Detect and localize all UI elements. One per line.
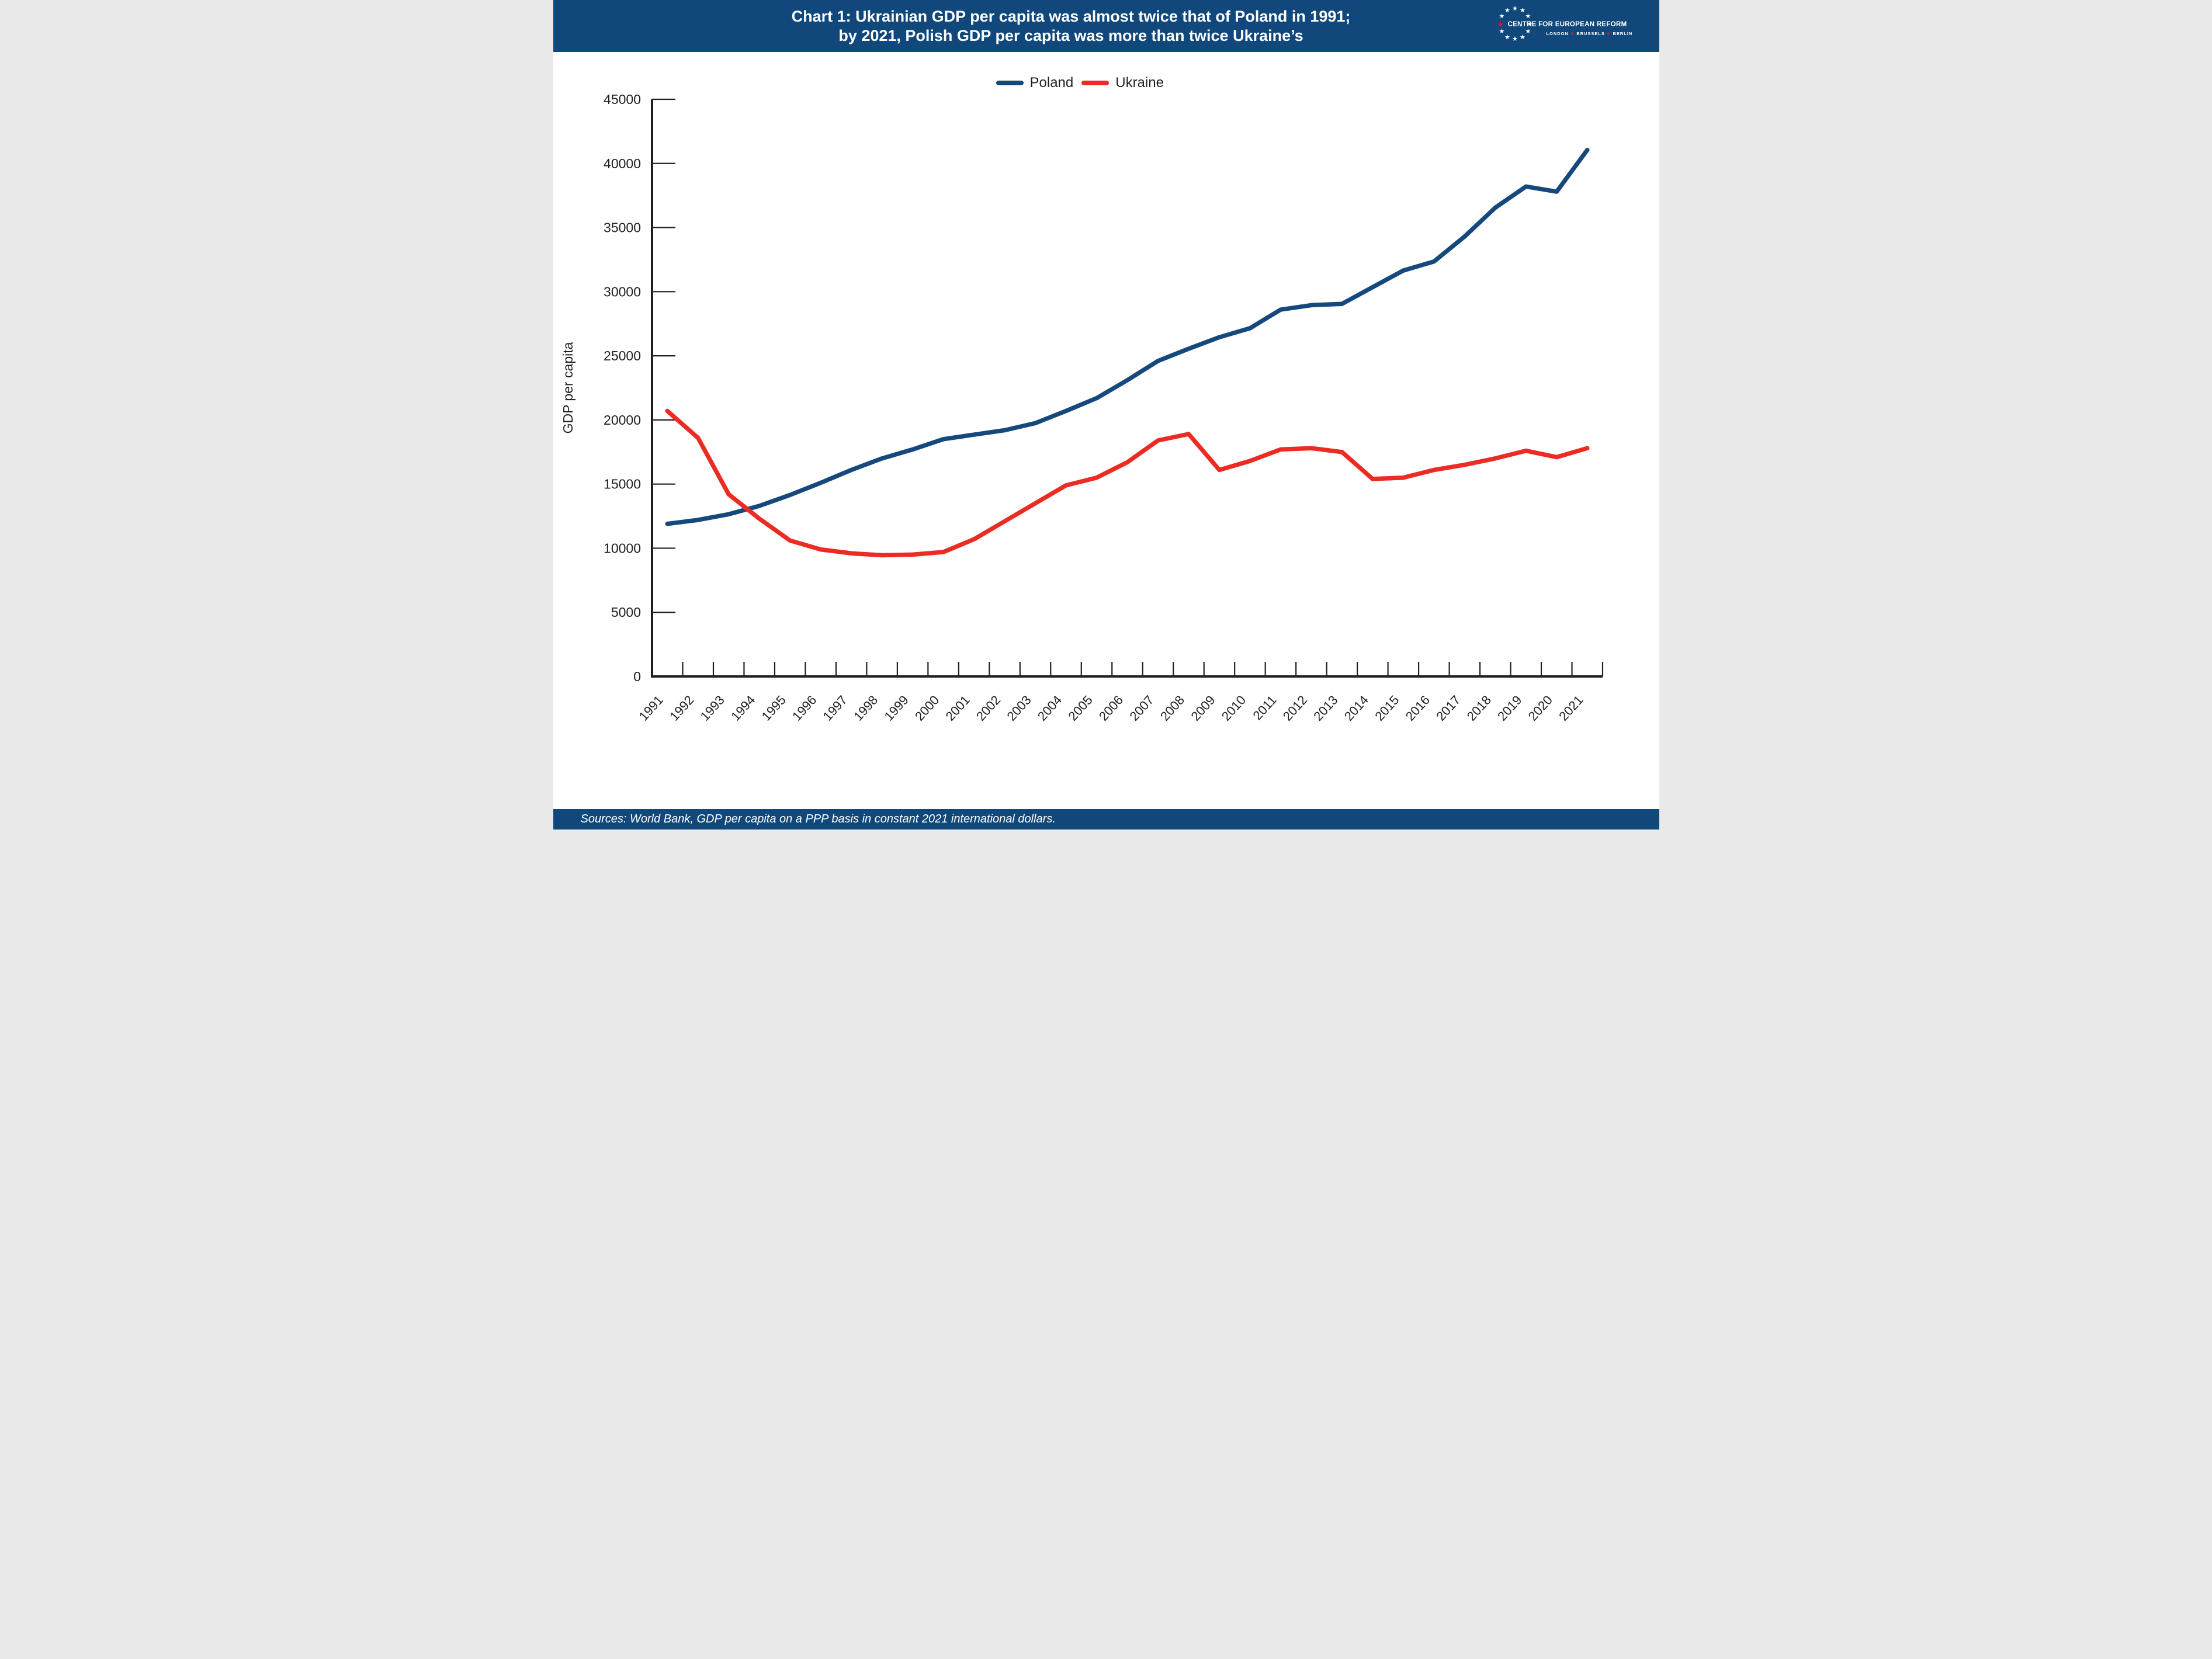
y-tick-label: 40000: [604, 156, 641, 171]
legend-item-poland: Poland: [996, 75, 1074, 91]
x-tick-label: 2012: [1280, 693, 1309, 724]
poland-series-line: [664, 147, 1590, 526]
x-tick-label: 2019: [1495, 693, 1524, 724]
x-tick-label: 2002: [973, 693, 1003, 724]
line-chart: 0 5000 10000 15000 20000 25000 30000 35000 40000…: [560, 92, 1603, 724]
x-tick-label: 2013: [1310, 693, 1340, 724]
logo-city: LONDON: [1546, 31, 1569, 36]
x-tick-label: 2015: [1372, 693, 1402, 724]
x-tick-label: 2006: [1095, 693, 1125, 724]
x-tick-label: 2009: [1188, 693, 1218, 724]
x-tick-label: 1995: [758, 693, 788, 724]
legend-swatch-poland: [996, 81, 1024, 85]
star-icon: ★: [1504, 33, 1510, 41]
star-icon: ★: [1499, 28, 1505, 35]
star-separator-icon: ★: [1570, 31, 1575, 36]
page: Chart 1: Ukrainian GDP per capita was al…: [553, 0, 1659, 830]
y-tick-label: 10000: [604, 540, 641, 556]
star-icon: ★: [1525, 13, 1531, 20]
y-tick-label: 45000: [604, 92, 641, 107]
x-tick-label: 2004: [1034, 693, 1064, 724]
eu-star-ring-icon: ★ ★ ★ ★ ★ ★ ★ ★ ★ ★ ★ ★: [1497, 5, 1535, 44]
x-tick-label: 2011: [1250, 693, 1279, 723]
star-icon: ★: [1527, 20, 1533, 27]
x-tick-label: 1998: [851, 693, 880, 724]
y-tick-label: 20000: [604, 412, 641, 428]
chart-title-line2: by 2021, Polish GDP per capita was more …: [838, 26, 1303, 44]
x-tick-label: 2000: [911, 693, 941, 724]
legend-item-ukraine: Ukraine: [1081, 75, 1164, 91]
star-icon: ★: [1512, 5, 1518, 12]
x-tick-label: 2005: [1065, 693, 1095, 724]
x-tick-label: 1997: [820, 693, 850, 724]
x-tick-label: 1993: [697, 693, 727, 724]
chart-legend: Poland Ukraine: [996, 74, 1172, 92]
y-tick-label: 30000: [604, 284, 641, 299]
star-icon: ★: [1520, 7, 1525, 15]
sources-note: Sources: World Bank, GDP per capita on a…: [580, 813, 1056, 825]
star-icon: ★: [1504, 7, 1510, 15]
x-tick-label: 1999: [881, 693, 911, 724]
star-icon: ★: [1512, 36, 1518, 43]
cer-logo: ★ ★ ★ ★ ★ ★ ★ ★ ★ ★ ★ ★ CENTRE FOR EUROPEAN REFORM …: [1497, 5, 1643, 46]
x-tick-label: 1994: [728, 693, 758, 724]
y-axis-title: GDP per capita: [560, 342, 575, 433]
x-tick-label: 2018: [1464, 693, 1493, 724]
legend-label: Ukraine: [1115, 75, 1164, 91]
legend-label: Poland: [1029, 75, 1074, 91]
star-icon: ★: [1520, 33, 1525, 41]
x-tick-label: 2017: [1433, 693, 1463, 724]
y-tick-label: 5000: [611, 605, 640, 620]
header-band: Chart 1: Ukrainian GDP per capita was al…: [553, 0, 1659, 52]
star-icon: ★: [1525, 28, 1531, 35]
x-tick-label: 2016: [1402, 693, 1432, 724]
x-tick-label: 1991: [636, 693, 665, 724]
x-tick-label: 2014: [1341, 693, 1371, 724]
y-tick-label: 0: [633, 669, 641, 684]
y-tick-label: 15000: [604, 477, 641, 492]
footer-band: Sources: World Bank, GDP per capita on a…: [553, 809, 1659, 830]
x-tick-label: 2001: [942, 693, 972, 724]
logo-city: BERLIN: [1613, 31, 1633, 36]
chart-title: Chart 1: Ukrainian GDP per capita was al…: [553, 0, 1659, 52]
logo-name: CENTRE FOR EUROPEAN REFORM: [1507, 21, 1627, 28]
chart-title-line1: Chart 1: Ukrainian GDP per capita was al…: [791, 7, 1351, 25]
x-tick-label: 1996: [789, 693, 819, 724]
x-tick-label: 2008: [1157, 693, 1187, 724]
x-tick-label: 2020: [1525, 693, 1555, 724]
x-tick-label: 2021: [1556, 693, 1586, 724]
logo-tagline: LONDON ★ BRUSSELS ★ BERLIN: [1547, 31, 1633, 36]
x-tick-label: 2003: [1004, 693, 1034, 724]
star-icon: ★: [1499, 13, 1505, 20]
x-tick-label: 2010: [1218, 693, 1248, 724]
y-tick-label: 25000: [604, 348, 641, 363]
ukraine-series-line: [664, 408, 1590, 558]
x-tick-label: 2007: [1126, 693, 1156, 724]
logo-city: BRUSSELS: [1576, 31, 1605, 36]
star-separator-icon: ★: [1606, 31, 1611, 36]
legend-swatch-ukraine: [1081, 81, 1110, 85]
y-tick-label: 35000: [604, 220, 641, 235]
x-tick-label: 1992: [667, 693, 696, 724]
star-icon: ★: [1497, 20, 1504, 29]
